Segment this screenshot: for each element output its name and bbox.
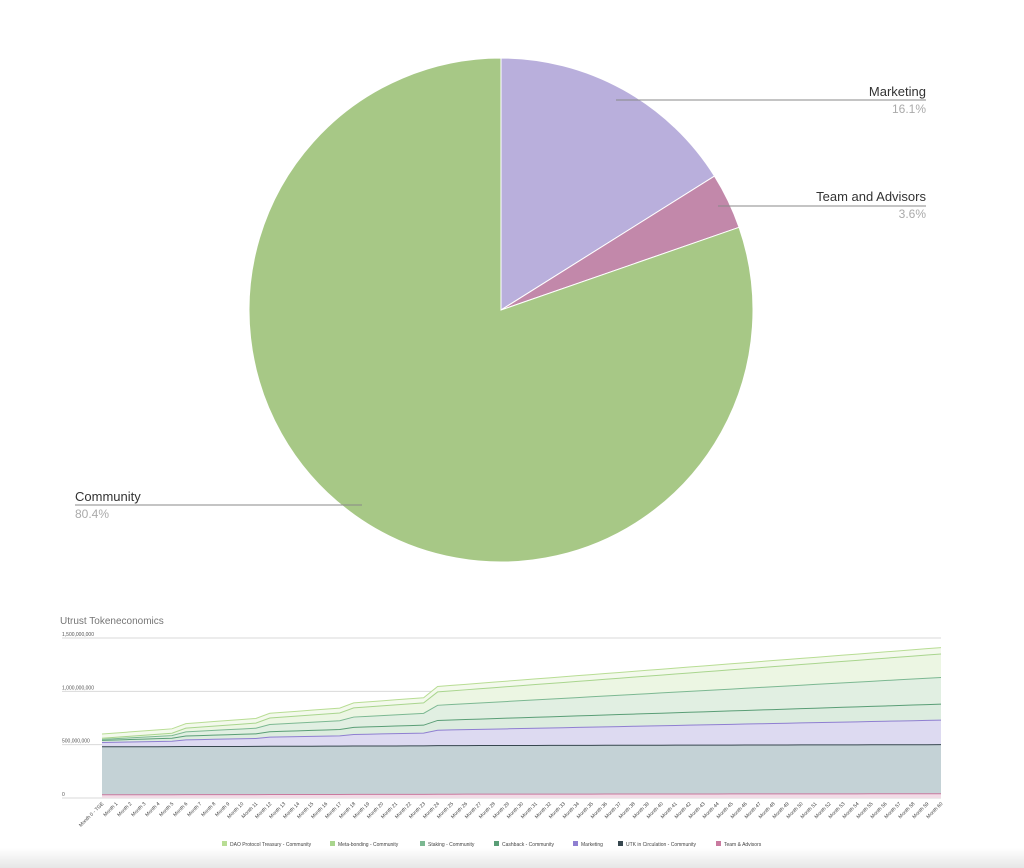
area-series-line — [101, 653, 942, 739]
area-series-line — [101, 676, 942, 740]
bottom-fade — [0, 848, 1024, 868]
legend-item[interactable]: Meta-bonding - Community — [338, 842, 399, 848]
area-series-utk-in-circulation-community — [102, 744, 941, 795]
pie-percent-label: 16.1% — [892, 102, 926, 116]
legend-item[interactable]: Marketing — [581, 842, 603, 848]
pie-label: Marketing — [869, 84, 926, 99]
pie-percent-label: 80.4% — [75, 507, 109, 521]
area-chart: Utrust Tokeneconomics 0 500,000,000 1,000,… — [60, 616, 945, 848]
legend-item[interactable]: DAO Protocol Treasury - Community — [230, 842, 312, 848]
area-series-line — [101, 793, 942, 796]
pie-label: Team and Advisors — [816, 189, 926, 204]
area-series-line — [101, 719, 942, 744]
pie-chart: Marketing 16.1% Team and Advisors 3.6% Commu… — [75, 57, 927, 563]
pie-slice-marketing — [500, 57, 716, 311]
area-series-cashback-community — [102, 704, 941, 743]
legend-swatch — [494, 841, 499, 846]
y-tick-label: 500,000,000 — [62, 739, 90, 745]
area-series-dao-protocol-treasury-community — [102, 647, 941, 739]
area-series-line — [101, 703, 942, 741]
y-tick-label: 1,000,000,000 — [62, 685, 94, 691]
area-series-staking-community — [102, 677, 941, 741]
legend-item[interactable]: Staking - Community — [428, 842, 475, 848]
legend-swatch — [420, 841, 425, 846]
pie-percent-label: 3.6% — [899, 207, 927, 221]
area-series-line — [101, 647, 942, 735]
y-tick-label: 1,500,000,000 — [62, 632, 94, 638]
area-series-line — [101, 744, 942, 748]
area-series-meta-bonding-community — [102, 654, 941, 740]
legend-swatch — [330, 841, 335, 846]
area-series-marketing — [102, 720, 941, 747]
y-tick-label: 0 — [62, 792, 65, 798]
area-chart-title: Utrust Tokeneconomics — [60, 616, 164, 627]
pie-label: Community — [75, 489, 141, 504]
legend-swatch — [716, 841, 721, 846]
legend-item[interactable]: Cashback - Community — [502, 842, 554, 848]
legend-swatch — [573, 841, 578, 846]
legend-swatch — [222, 841, 227, 846]
legend-item[interactable]: Team & Advisors — [724, 842, 762, 848]
legend-item[interactable]: UTK in Circulation - Community — [626, 842, 697, 848]
pie-slice-community — [248, 57, 754, 563]
legend-swatch — [618, 841, 623, 846]
